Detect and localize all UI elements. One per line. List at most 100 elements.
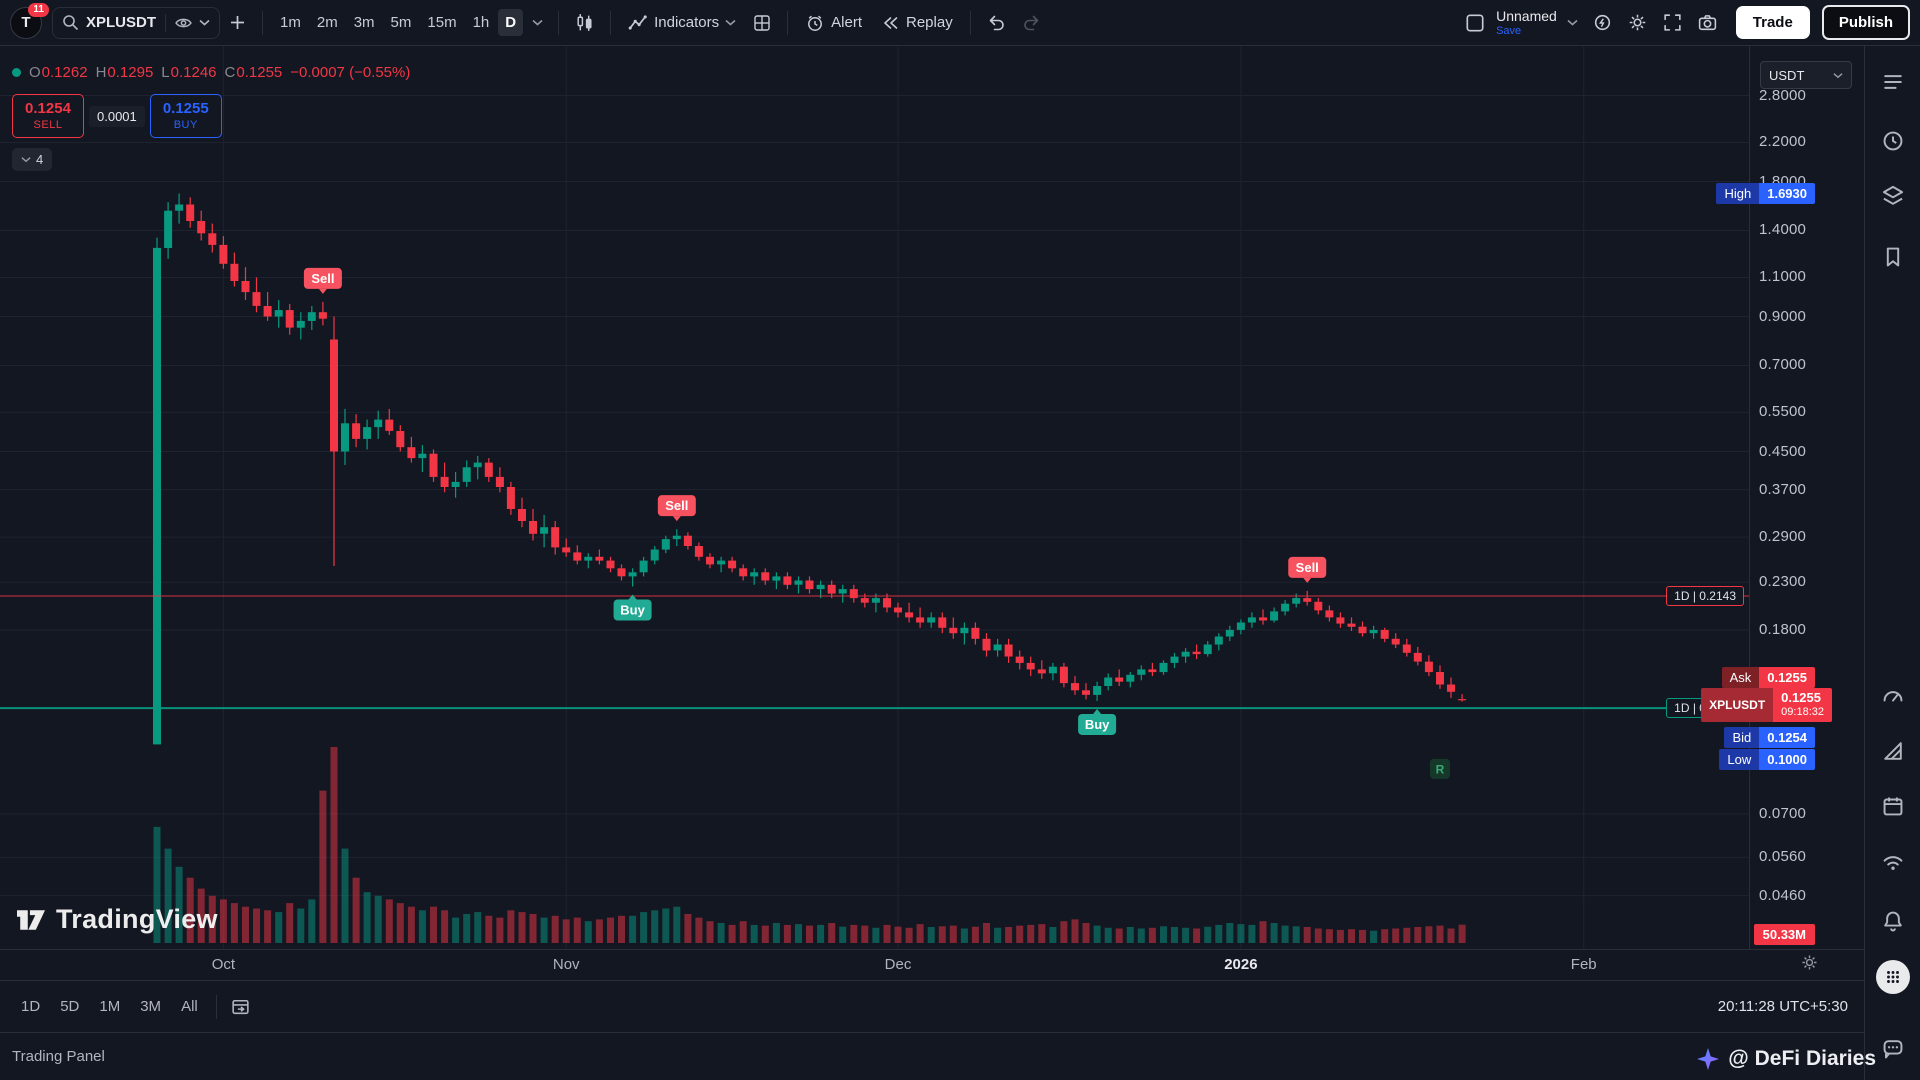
trading-panel-toggle[interactable]: Trading Panel: [12, 1048, 105, 1065]
price-tick: 2.2000: [1759, 133, 1807, 151]
top-toolbar: T 11 XPLUSDT 1m 2m 3m 5m 15m 1h D Indicators A…: [0, 0, 1920, 46]
help-chat-icon[interactable]: [1880, 1036, 1906, 1062]
interval-5m[interactable]: 5m: [384, 9, 419, 36]
layout-name-label: Unnamed: [1496, 7, 1557, 24]
divider: [969, 10, 971, 35]
undo-button[interactable]: [980, 7, 1013, 38]
object-tree-icon[interactable]: [1880, 183, 1906, 209]
symbol-search[interactable]: XPLUSDT: [52, 6, 221, 39]
price-scale[interactable]: USDT 2.8000 2.2000 1.8000 1.4000 1.1000 0.900…: [1749, 46, 1864, 949]
watchlist-icon[interactable]: [1880, 69, 1906, 95]
price-line-label-resistance[interactable]: 1D | 0.2143: [1666, 585, 1744, 606]
redo-button[interactable]: [1015, 7, 1048, 38]
indicators-button[interactable]: Indicators: [620, 7, 744, 39]
alert-label: Alert: [831, 14, 862, 31]
range-1D[interactable]: 1D: [12, 992, 49, 1021]
price-tick: 0.2300: [1759, 573, 1807, 591]
snapshot-button[interactable]: [1691, 7, 1724, 38]
spread-value: 0.0001: [89, 105, 145, 127]
buy-button[interactable]: 0.1255 BUY: [149, 94, 222, 138]
interval-15m[interactable]: 15m: [420, 9, 463, 36]
currency-selector[interactable]: USDT: [1760, 61, 1852, 89]
time-label-2026: 2026: [1224, 956, 1258, 973]
time-label-Oct: Oct: [211, 956, 236, 973]
time-scale[interactable]: Oct Nov Dec 2026 Feb: [0, 949, 1864, 981]
notifications-badge: 11: [28, 2, 49, 17]
avatar-initial: T: [21, 14, 31, 31]
price-tick: 0.0460: [1759, 886, 1807, 904]
camera-icon: [1697, 12, 1718, 33]
drawings-count-dropdown[interactable]: 4: [12, 148, 53, 171]
compare-add-button[interactable]: [222, 8, 253, 37]
replay-button[interactable]: Replay: [872, 7, 961, 39]
apps-grid-icon[interactable]: [1876, 960, 1910, 994]
range-All[interactable]: All: [172, 992, 207, 1021]
calendar-arrow-icon: [230, 996, 251, 1017]
layout-name[interactable]: Unnamed Save: [1496, 9, 1557, 37]
series-status-dot: [12, 68, 21, 77]
interval-3m[interactable]: 3m: [347, 9, 382, 36]
alerts-clock-icon[interactable]: [1880, 128, 1906, 154]
range-3M[interactable]: 3M: [131, 992, 170, 1021]
grid-icon: [752, 13, 772, 33]
chevron-down-icon: [725, 19, 736, 26]
price-tick: 0.5500: [1759, 403, 1807, 421]
interval-chevron-down-icon[interactable]: [526, 14, 549, 31]
sell-button[interactable]: 0.1254 SELL: [12, 94, 84, 138]
time-label-Dec: Dec: [884, 956, 912, 973]
fullscreen-button[interactable]: [1656, 7, 1689, 38]
divider: [215, 994, 217, 1019]
bookmark-icon[interactable]: [1880, 244, 1906, 270]
calendar-icon[interactable]: [1880, 793, 1906, 819]
channel-watermark: @ DeFi Diaries: [1697, 1047, 1876, 1071]
interval-1m[interactable]: 1m: [273, 9, 308, 36]
range-1M[interactable]: 1M: [90, 992, 129, 1021]
chart-area[interactable]: Sell Buy Sell Buy Sell R O 0.1262 H 0.1295 L 0.1…: [0, 46, 1749, 949]
interval-D[interactable]: D: [498, 9, 524, 36]
save-link[interactable]: Save: [1496, 24, 1522, 37]
range-5D[interactable]: 5D: [51, 992, 88, 1021]
status-bar: Trading Panel: [0, 1032, 1864, 1080]
drawings-count: 4: [36, 152, 44, 167]
layout-grid-button[interactable]: [746, 8, 778, 38]
chevron-down-icon[interactable]: [199, 19, 210, 26]
price-tick: 0.0560: [1759, 848, 1807, 866]
price-tick: 0.0700: [1759, 804, 1807, 822]
divider: [610, 10, 612, 35]
interval-1h[interactable]: 1h: [466, 9, 497, 36]
layout-chevron-down-icon[interactable]: [1561, 14, 1584, 31]
clock[interactable]: 20:11:28 UTC+5:30: [1717, 998, 1848, 1015]
chart-style-button[interactable]: [568, 7, 601, 38]
scale-settings-gear-icon[interactable]: [1800, 953, 1819, 972]
legend-close: C 0.1255: [224, 64, 283, 81]
quick-search-icon: [1592, 12, 1613, 33]
gauge-icon[interactable]: [1880, 683, 1906, 709]
layout-manager-button[interactable]: [1458, 7, 1492, 39]
candlestick-chart[interactable]: Sell Buy Sell Buy Sell R: [0, 46, 1749, 949]
price-line-label-support[interactable]: 1D | 0.1205: [1666, 698, 1744, 719]
quick-search-button[interactable]: [1586, 7, 1619, 38]
tradingview-watermark: TradingView: [14, 904, 218, 935]
chevron-down-icon: [21, 156, 31, 163]
streams-icon[interactable]: [1880, 849, 1906, 875]
plus-icon: [228, 13, 247, 32]
redo-icon: [1021, 12, 1042, 33]
svg-text:Sell: Sell: [665, 498, 688, 513]
trade-button[interactable]: Trade: [1735, 6, 1810, 39]
interval-2m[interactable]: 2m: [310, 9, 345, 36]
goto-date-button[interactable]: [224, 991, 257, 1022]
avatar[interactable]: T 11: [10, 2, 49, 39]
range-toolbar: 1D 5D 1M 3M All 20:11:28 UTC+5:30: [0, 980, 1864, 1032]
triangle-ruler-icon[interactable]: [1880, 738, 1906, 764]
svg-text:Sell: Sell: [1296, 560, 1319, 575]
alert-button[interactable]: Alert: [797, 7, 870, 39]
ohlc-legend: O 0.1262 H 0.1295 L 0.1246 C 0.1255 −0.0007 …: [12, 64, 410, 81]
notifications-bell-icon[interactable]: [1880, 908, 1906, 934]
currency-label: USDT: [1769, 67, 1805, 83]
publish-button[interactable]: Publish: [1821, 5, 1910, 40]
price-tick: 1.1000: [1759, 268, 1807, 286]
settings-button[interactable]: [1621, 7, 1654, 38]
eye-icon[interactable]: [175, 16, 192, 30]
divider: [262, 10, 264, 35]
legend-high: H 0.1295: [95, 64, 154, 81]
